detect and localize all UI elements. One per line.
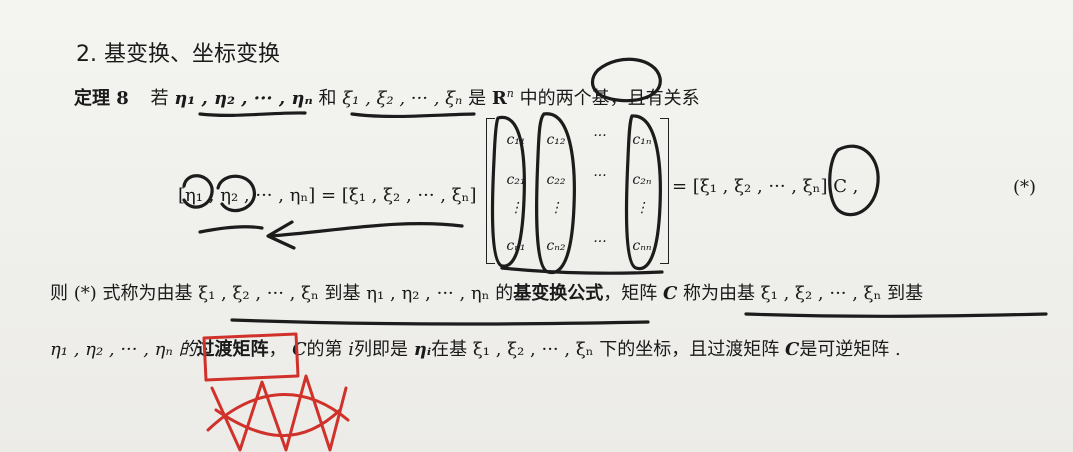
theorem-label: 定理 8 xyxy=(74,88,129,109)
swoop-under-eta xyxy=(198,225,264,234)
matrix-cell: cₙ₁ xyxy=(506,238,526,254)
underline-formula xyxy=(230,318,650,326)
matrix-cell: c₁₂ xyxy=(546,132,566,148)
coord-text-g: 是可逆矩阵 . xyxy=(799,339,901,360)
matrix-cell: ⋮ xyxy=(549,200,563,216)
coord-text-e: 列即是 xyxy=(354,339,409,360)
xi-basis-list: ξ₁ , ξ₂ , ··· , ξₙ xyxy=(342,88,463,109)
matrix-symbol: C xyxy=(784,339,800,360)
matrix-cell: cₙₙ xyxy=(632,238,652,254)
transition-matrix-term: 过渡矩阵 xyxy=(196,339,269,360)
underline-matrix-phrase xyxy=(744,312,1048,318)
red-scribble xyxy=(206,374,350,452)
equation-lhs: [η₁ , η₂ , ··· , ηₙ] = [ξ₁ , ξ₂ , ··· , … xyxy=(178,185,477,206)
matrix-cell: c₁ₙ xyxy=(632,132,652,148)
matrix-cell: cₙ₂ xyxy=(546,238,566,254)
space-exponent: n xyxy=(506,87,514,100)
section-heading: 2. 基变换、坐标变换 xyxy=(76,42,280,67)
definition-text-c: ，矩阵 xyxy=(603,283,658,304)
column-index: i xyxy=(348,339,355,360)
matrix-cell: ··· xyxy=(593,234,607,250)
matrix-cell: c₂₁ xyxy=(506,172,526,188)
matrix-left-bracket xyxy=(486,118,495,264)
coord-text-f: 在基 ξ₁ , ξ₂ , ··· , ξₙ 下的坐标，且过渡矩阵 xyxy=(431,339,780,360)
coord-text-d: 的第 xyxy=(306,339,343,360)
equation-tag: (*) xyxy=(1013,177,1037,198)
arrow-head xyxy=(266,220,296,250)
matrix-cell: ··· xyxy=(593,168,607,184)
definition-text-d: 称为由基 ξ₁ , ξ₂ , ··· , ξₙ 到基 xyxy=(683,283,924,304)
matrix-cell: ··· xyxy=(593,128,607,144)
theorem-tail: 中的两个基，且有关系 xyxy=(519,88,700,109)
arrow-shaft xyxy=(268,221,464,238)
matrix-symbol: C xyxy=(662,283,678,304)
matrix-symbol: C xyxy=(292,339,307,360)
equation-rhs: = [ξ₁ , ξ₂ , ··· , ξₙ] C , xyxy=(672,176,859,197)
coord-text-a: η₁ , η₂ , ··· , ηₙ 的 xyxy=(50,339,197,360)
basis-change-formula-term: 基变换公式 xyxy=(513,283,604,304)
transition-matrix: c₁₁ c₁₂ ··· c₁ₙ c₂₁ c₂₂ ··· c₂ₙ ⋮ ⋮ ⋮ cₙ… xyxy=(482,112,672,272)
matrix-cell: c₁₁ xyxy=(506,132,526,148)
coord-text-c: ， xyxy=(268,339,287,360)
matrix-cell: c₂ₙ xyxy=(632,172,652,188)
definition-text-a: 则 (*) 式称为由基 ξ₁ , ξ₂ , ··· , ξₙ 到基 η₁ , η… xyxy=(50,283,514,304)
space-symbol: R xyxy=(491,88,507,109)
theorem-ruo: 若 xyxy=(150,88,169,109)
theorem-he: 和 xyxy=(318,88,337,109)
definition-line: 则 (*) 式称为由基 ξ₁ , ξ₂ , ··· , ξₙ 到基 η₁ , η… xyxy=(50,279,923,305)
theorem-is: 是 xyxy=(468,88,487,109)
eta-i-symbol: ηᵢ xyxy=(413,339,432,360)
theorem-line: 定理 8 若 η₁ , η₂ , ··· , ηₙ 和 ξ₁ , ξ₂ , ··… xyxy=(74,84,700,110)
coordinate-line: η₁ , η₂ , ··· , ηₙ 的过渡矩阵， C的第 i列即是 ηᵢ在基 … xyxy=(50,335,901,361)
eta-basis-list: η₁ , η₂ , ··· , ηₙ xyxy=(174,88,313,109)
matrix-right-bracket xyxy=(660,118,669,264)
matrix-cell: ⋮ xyxy=(635,200,649,216)
underline-xi-list xyxy=(350,112,476,119)
underline-eta-list xyxy=(198,111,307,117)
matrix-cell: ⋮ xyxy=(509,200,523,216)
matrix-cell: c₂₂ xyxy=(546,172,566,188)
